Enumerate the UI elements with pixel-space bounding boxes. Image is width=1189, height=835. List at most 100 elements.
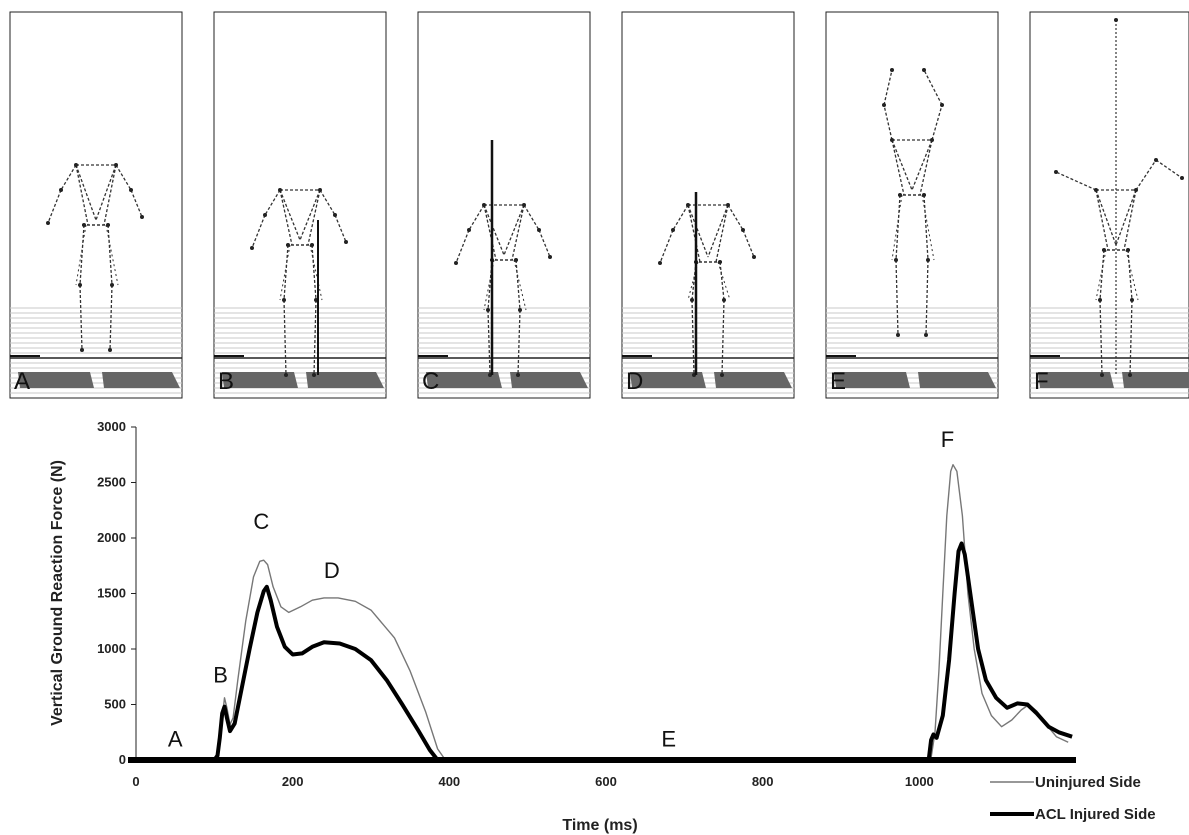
marker-dot (514, 258, 518, 262)
marker-dot (718, 260, 722, 264)
skeleton-segment (105, 224, 119, 286)
marker-dot (250, 246, 254, 250)
legend: Uninjured Side ACL Injured Side (990, 774, 1156, 823)
skeleton-panel: B (213, 11, 387, 399)
marker-dot (467, 228, 471, 232)
marker-dot (940, 103, 944, 107)
legend-label: ACL Injured Side (1035, 806, 1156, 823)
marker-dot (1128, 373, 1132, 377)
marker-dot (310, 243, 314, 247)
panel-frame (1029, 11, 1189, 399)
skeleton-segment (1125, 249, 1139, 301)
marker-dot (898, 193, 902, 197)
skeleton-segment (883, 69, 893, 106)
skeleton-segment (1129, 299, 1133, 376)
marker-dot (930, 138, 934, 142)
y-tick-label: 500 (104, 697, 126, 712)
x-tick-label: 600 (595, 774, 617, 789)
marker-dot (522, 203, 526, 207)
marker-dot (1098, 298, 1102, 302)
skeleton-segment (299, 189, 321, 241)
marker-dot (286, 243, 290, 247)
marker-dot (284, 373, 288, 377)
marker-dot (890, 68, 894, 72)
marker-dot (722, 298, 726, 302)
marker-dot (333, 213, 337, 217)
panel-letter: A (14, 368, 30, 395)
skeleton-panel: A (9, 11, 183, 399)
skeleton-segment (925, 259, 929, 336)
panel-letter: F (1034, 368, 1049, 395)
x-tick-label: 200 (282, 774, 304, 789)
skeleton-segment (279, 244, 291, 301)
panel-letter: B (218, 368, 234, 395)
skeleton-segment (895, 259, 899, 336)
phase-annotation: A (168, 727, 183, 752)
force-plate-left (1038, 372, 1114, 388)
skeleton-segment (109, 284, 113, 351)
marker-dot (82, 223, 86, 227)
marker-dot (110, 283, 114, 287)
phase-annotation: F (941, 427, 954, 452)
skeleton-segment (707, 204, 729, 258)
skeleton-segment (1099, 249, 1105, 301)
skeleton-segment (309, 244, 323, 301)
marker-dot (548, 255, 552, 259)
skeleton-panel: D (621, 11, 795, 399)
marker-dot (890, 138, 894, 142)
marker-dot (140, 215, 144, 219)
panel-frame (213, 11, 387, 399)
marker-dot (658, 261, 662, 265)
marker-dot (537, 228, 541, 232)
marker-dot (78, 283, 82, 287)
marker-dot (752, 255, 756, 259)
marker-dot (129, 188, 133, 192)
y-axis-label: Vertical Ground Reaction Force (N) (49, 460, 66, 726)
force-plate-right (306, 372, 384, 388)
force-plate-left (222, 372, 298, 388)
marker-dot (1126, 248, 1130, 252)
skeleton-segment (75, 224, 87, 286)
marker-dot (318, 188, 322, 192)
skeleton-segment (511, 204, 525, 261)
marker-dot (486, 308, 490, 312)
force-plate-right (510, 372, 588, 388)
phase-annotation: B (213, 662, 228, 687)
skeleton-segment (1095, 249, 1107, 301)
marker-dot (1054, 170, 1058, 174)
skeleton-segment (483, 204, 505, 256)
phase-annotation: D (324, 558, 340, 583)
phase-annotation: E (661, 727, 676, 752)
y-tick-label: 1500 (97, 586, 126, 601)
force-plate-right (918, 372, 996, 388)
skeleton-panel: C (417, 11, 591, 399)
series-line (136, 464, 1069, 761)
marker-dot (690, 298, 694, 302)
marker-dot (926, 258, 930, 262)
marker-dot (1134, 188, 1138, 192)
x-tick-label: 400 (438, 774, 460, 789)
marker-dot (1154, 158, 1158, 162)
skeleton-panels: A B C D E F (9, 11, 1189, 399)
force-plate-left (630, 372, 706, 388)
marker-dot (46, 221, 50, 225)
skeleton-segment (79, 224, 85, 286)
skeleton-segment (1127, 249, 1133, 301)
skeleton-segment (251, 214, 266, 249)
skeleton-segment (891, 194, 903, 261)
force-plate-left (426, 372, 502, 388)
panel-letter: E (830, 368, 846, 395)
marker-dot (1114, 18, 1118, 22)
skeleton-segment (455, 229, 470, 264)
skeleton-segment (307, 189, 321, 246)
skeleton-segment (79, 284, 83, 351)
skeleton-panel: E (825, 11, 999, 399)
skeleton-segment (1123, 189, 1137, 251)
skeleton-segment (1055, 171, 1097, 191)
marker-dot (924, 333, 928, 337)
x-tick-label: 0 (132, 774, 139, 789)
skeleton-segment (911, 139, 933, 191)
skeleton-segment (923, 69, 943, 106)
skeleton-segment (483, 204, 497, 261)
marker-dot (894, 258, 898, 262)
